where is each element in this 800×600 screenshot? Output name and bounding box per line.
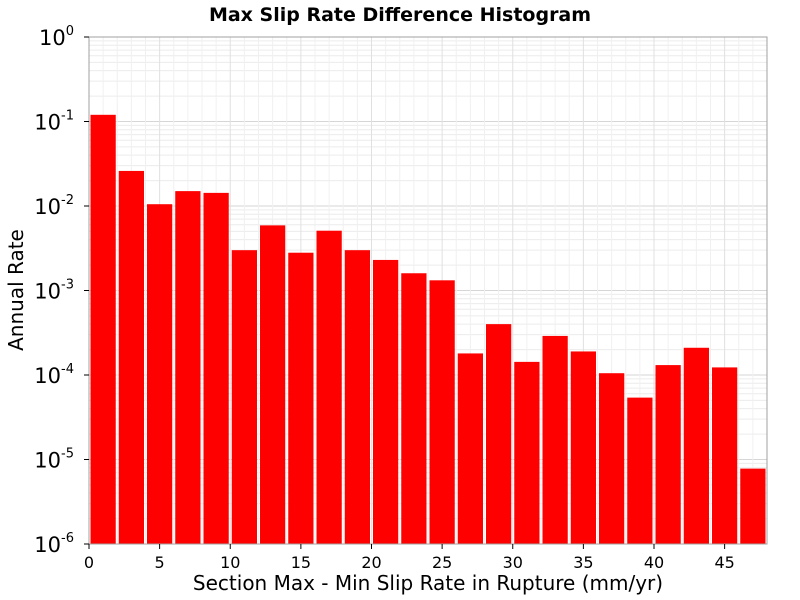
x-tick-label: 45 xyxy=(714,553,734,572)
histogram-bar xyxy=(542,335,568,544)
x-tick-label: 0 xyxy=(84,553,94,572)
y-tick-label: 100 xyxy=(39,24,74,50)
histogram-bar xyxy=(683,347,709,544)
y-tick-exponent: 0 xyxy=(66,24,74,39)
histogram-bar xyxy=(147,204,173,544)
chart-title: Max Slip Rate Difference Histogram xyxy=(209,4,591,26)
histogram-bar xyxy=(740,468,766,544)
y-tick-base: 10 xyxy=(34,280,61,304)
histogram-bar xyxy=(599,373,625,544)
bar-series xyxy=(90,114,766,545)
histogram-bar xyxy=(288,252,314,544)
y-tick-base: 10 xyxy=(34,195,61,219)
histogram-bar xyxy=(712,367,738,544)
y-tick-label: 10-3 xyxy=(34,278,74,304)
histogram-bar xyxy=(514,361,540,544)
histogram-bar xyxy=(373,259,399,544)
x-tick-label: 10 xyxy=(220,553,240,572)
y-tick-label: 10-5 xyxy=(34,447,74,473)
histogram-bar xyxy=(457,353,483,544)
histogram-bar xyxy=(570,351,596,544)
y-tick-base: 10 xyxy=(34,449,61,473)
y-tick-exponent: -4 xyxy=(61,362,74,377)
histogram-bar xyxy=(260,225,286,544)
histogram-bar xyxy=(486,324,512,544)
x-tick-label: 35 xyxy=(573,553,593,572)
histogram-bar xyxy=(344,250,370,544)
x-tick-label: 30 xyxy=(503,553,523,572)
x-axis-ticks: 0 5 10 15 20 25 30 35 40 45 xyxy=(84,544,735,572)
histogram-bar xyxy=(90,114,116,545)
y-tick-label: 10-6 xyxy=(34,531,74,557)
y-tick-base: 10 xyxy=(34,111,61,135)
y-tick-base: 10 xyxy=(34,533,61,557)
y-tick-exponent: -1 xyxy=(61,109,74,124)
y-tick-exponent: -6 xyxy=(61,531,74,546)
x-tick-label: 20 xyxy=(361,553,381,572)
histogram-bar xyxy=(203,192,229,545)
y-tick-base: 10 xyxy=(34,364,61,388)
y-tick-label: 10-4 xyxy=(34,362,74,388)
y-tick-exponent: -2 xyxy=(61,193,74,208)
x-tick-label: 40 xyxy=(644,553,664,572)
y-tick-base: 10 xyxy=(39,26,66,50)
histogram-bar xyxy=(655,365,681,544)
histogram-bar xyxy=(401,273,427,544)
x-tick-label: 5 xyxy=(155,553,165,572)
histogram-bar xyxy=(429,280,455,544)
x-tick-label: 25 xyxy=(432,553,452,572)
histogram-bar xyxy=(175,191,201,544)
y-tick-exponent: -3 xyxy=(61,278,74,293)
x-axis-label: Section Max - Min Slip Rate in Rupture (… xyxy=(193,571,663,595)
y-tick-label: 10-1 xyxy=(34,109,74,135)
y-tick-exponent: -5 xyxy=(61,447,74,462)
y-axis-label: Annual Rate xyxy=(4,229,28,351)
x-tick-label: 15 xyxy=(291,553,311,572)
histogram-bar xyxy=(316,230,342,544)
y-tick-label: 10-2 xyxy=(34,193,74,219)
histogram-bar xyxy=(231,250,257,544)
histogram-bar xyxy=(118,170,144,544)
histogram-bar xyxy=(627,397,653,544)
